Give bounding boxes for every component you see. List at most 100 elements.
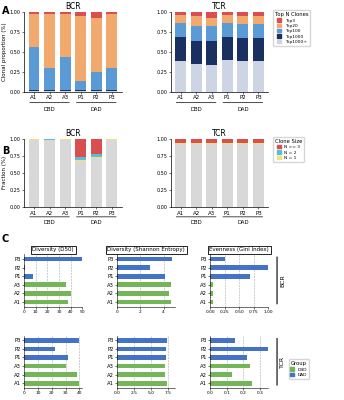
Bar <box>91 91 102 92</box>
Bar <box>91 158 102 207</box>
Bar <box>175 15 186 23</box>
Bar <box>237 143 248 144</box>
Text: B: B <box>2 146 9 156</box>
Bar <box>75 81 86 90</box>
Bar <box>24 291 71 296</box>
Bar <box>237 144 248 207</box>
Bar <box>75 90 86 91</box>
Bar <box>24 265 25 270</box>
Bar <box>222 60 233 92</box>
Bar <box>29 91 40 92</box>
Bar <box>175 38 186 61</box>
Bar <box>222 143 233 144</box>
Bar <box>29 47 40 90</box>
Text: DAD: DAD <box>90 220 102 225</box>
Bar <box>191 16 202 26</box>
Bar <box>60 14 71 57</box>
Bar <box>206 26 217 42</box>
Y-axis label: Clonal proportion (%): Clonal proportion (%) <box>2 22 7 81</box>
Title: Diversity (Shannon Entropy): Diversity (Shannon Entropy) <box>107 248 185 252</box>
Bar <box>253 138 264 143</box>
Bar <box>117 282 171 287</box>
Bar <box>237 60 248 92</box>
Bar <box>253 12 264 16</box>
Bar <box>206 42 217 65</box>
Bar <box>75 16 86 81</box>
Bar <box>60 57 71 90</box>
Bar <box>253 16 264 24</box>
Bar <box>175 61 186 92</box>
Bar <box>222 138 233 143</box>
Y-axis label: Fraction (%): Fraction (%) <box>2 156 7 190</box>
Bar <box>91 72 102 90</box>
Bar <box>210 282 213 287</box>
Text: BCR: BCR <box>280 274 285 287</box>
Bar <box>60 91 71 92</box>
Bar <box>117 338 167 343</box>
Bar <box>75 157 86 160</box>
Bar <box>117 355 166 360</box>
Bar <box>175 12 186 15</box>
Bar <box>191 26 202 42</box>
Text: DAD: DAD <box>90 107 102 112</box>
Bar <box>117 346 166 351</box>
Bar <box>24 338 79 343</box>
Bar <box>29 12 40 14</box>
Bar <box>75 160 86 207</box>
Bar <box>237 138 248 143</box>
Bar <box>44 12 55 14</box>
Title: BCR: BCR <box>65 2 81 11</box>
Bar <box>237 24 248 38</box>
Bar <box>44 139 55 140</box>
Bar <box>175 143 186 144</box>
Bar <box>253 144 264 207</box>
Text: DAD: DAD <box>237 107 249 112</box>
Bar <box>210 364 250 368</box>
Bar <box>206 18 217 26</box>
Bar <box>210 372 232 377</box>
Bar <box>44 91 55 92</box>
Bar <box>106 14 117 68</box>
Bar <box>117 300 171 304</box>
Bar <box>29 140 40 207</box>
Bar <box>24 300 68 304</box>
Bar <box>75 12 86 16</box>
Bar <box>91 138 102 154</box>
Bar <box>117 257 172 261</box>
Bar <box>75 138 86 157</box>
Text: TCR: TCR <box>280 356 285 368</box>
Bar <box>60 12 71 14</box>
Text: A: A <box>2 6 9 16</box>
Text: DBD: DBD <box>44 107 55 112</box>
Bar <box>175 138 186 143</box>
Bar <box>175 144 186 207</box>
Title: TCR: TCR <box>212 2 227 11</box>
Bar <box>237 12 248 16</box>
Bar <box>191 138 202 143</box>
Text: DBD: DBD <box>44 220 55 225</box>
Bar <box>106 68 117 90</box>
Bar <box>24 274 33 278</box>
Bar <box>210 338 235 343</box>
Bar <box>222 23 233 38</box>
Bar <box>91 12 102 18</box>
Bar <box>44 140 55 207</box>
Title: Evenness (Gini Index): Evenness (Gini Index) <box>209 248 269 252</box>
Bar <box>222 38 233 60</box>
Title: BCR: BCR <box>65 129 81 138</box>
Bar <box>191 12 202 16</box>
Bar <box>253 60 264 92</box>
Bar <box>210 274 250 278</box>
Bar <box>210 346 344 351</box>
Bar <box>106 12 117 14</box>
Bar <box>29 90 40 91</box>
Bar <box>117 265 150 270</box>
Bar <box>44 90 55 91</box>
Bar <box>29 14 40 47</box>
Bar <box>60 140 71 207</box>
Bar <box>91 90 102 91</box>
Bar <box>60 90 71 91</box>
Bar <box>210 257 225 261</box>
Bar <box>117 381 167 386</box>
Text: DBD: DBD <box>190 220 202 225</box>
